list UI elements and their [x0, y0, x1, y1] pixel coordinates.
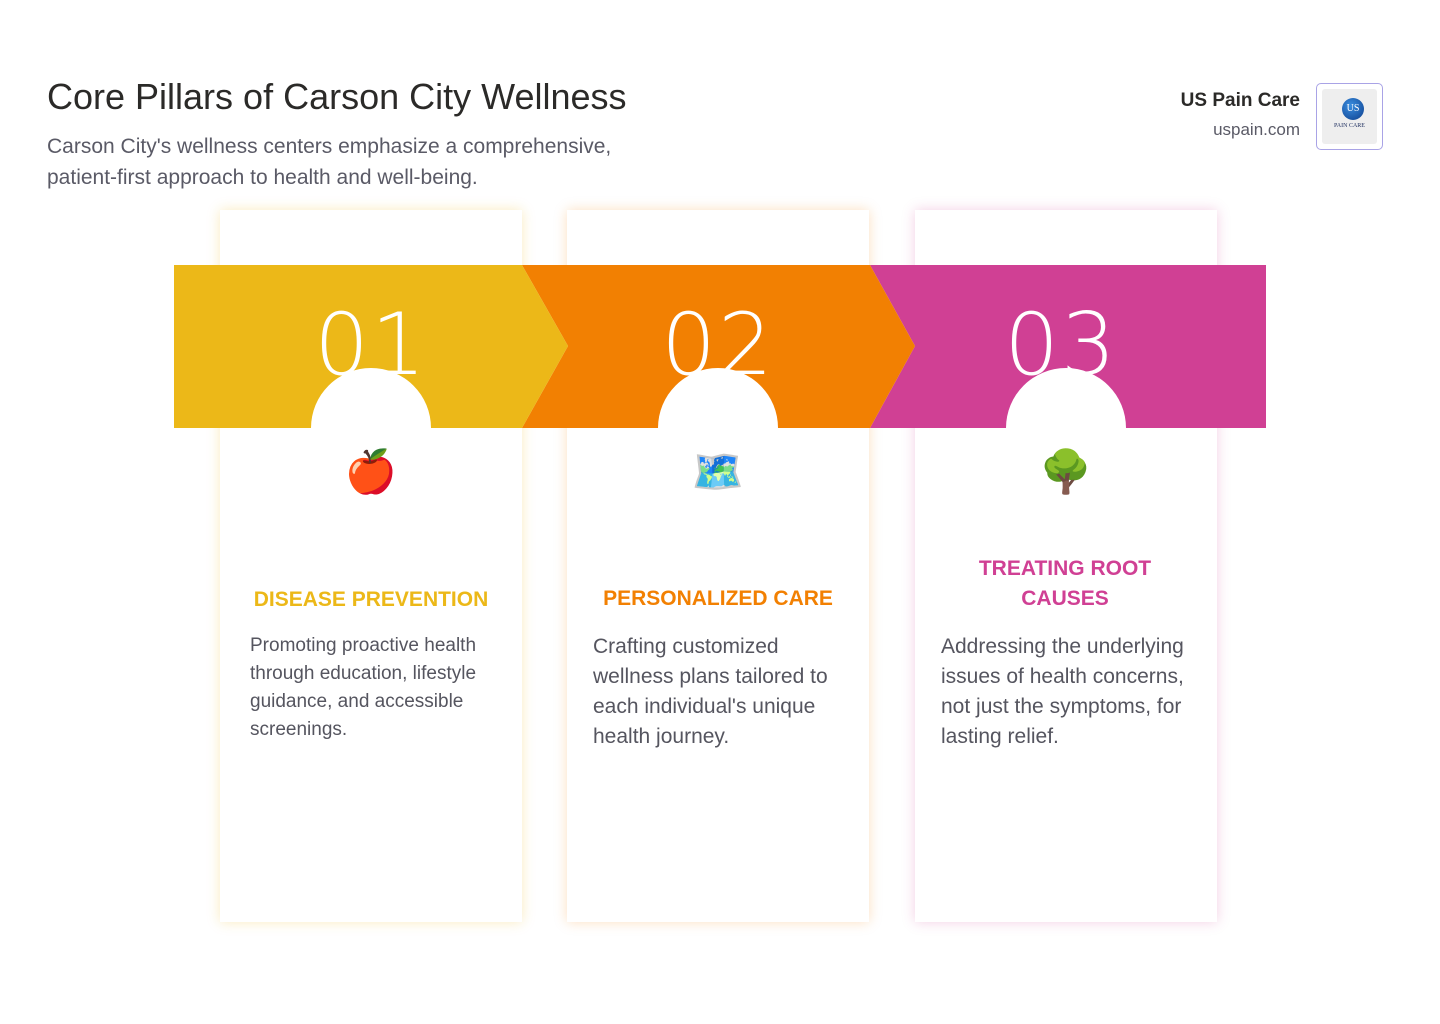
pillar-heading-3: TREATING ROOT CAUSES	[978, 557, 1152, 610]
tree-icon: 🌳	[1039, 448, 1093, 495]
semicircle-1	[311, 368, 431, 428]
pillar-number-3: 03	[1004, 295, 1118, 395]
semicircle-3	[1006, 368, 1126, 428]
page-subtitle: Carson City's wellness centers emphasize…	[47, 135, 612, 189]
chevron-3	[870, 265, 1266, 428]
brand: US Pain Care uspain.com	[1181, 90, 1300, 140]
brand-logo: US PAIN CARE	[1316, 83, 1383, 150]
pillar-text-3: Addressing the underlying issues of heal…	[941, 635, 1184, 748]
pillar-number-2: 02	[661, 295, 775, 395]
apple-icon: 🍎	[344, 448, 398, 495]
chevron-1	[174, 265, 568, 428]
pillar-number-1: 01	[314, 295, 428, 395]
chevron-2	[522, 265, 915, 428]
pillar-text-2: Crafting customized wellness plans tailo…	[593, 635, 828, 748]
semicircle-2	[658, 368, 778, 428]
world-map-icon: 🗺️	[691, 448, 745, 495]
pillar-heading-1: DISEASE PREVENTION	[253, 588, 489, 611]
brand-name: US Pain Care	[1180, 90, 1300, 111]
page-title: Core Pillars of Carson City Wellness	[47, 76, 627, 117]
pillar-text-1: Promoting proactive health through educa…	[250, 635, 477, 740]
pillar-heading-2: PERSONALIZED CARE	[603, 587, 833, 610]
brand-url: uspain.com	[1213, 120, 1300, 139]
